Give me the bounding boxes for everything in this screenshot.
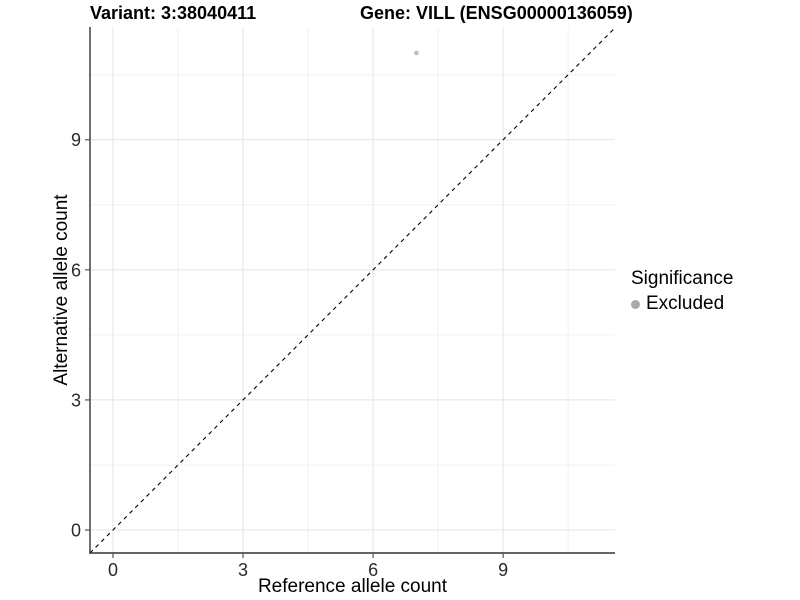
svg-text:9: 9 xyxy=(498,560,508,580)
svg-text:0: 0 xyxy=(108,560,118,580)
plot-title-gene: Gene: VILL (ENSG00000136059) xyxy=(360,3,633,23)
svg-text:9: 9 xyxy=(71,130,81,150)
svg-text:0: 0 xyxy=(71,521,81,541)
svg-text:3: 3 xyxy=(238,560,248,580)
svg-text:3: 3 xyxy=(71,390,81,410)
legend: Significance Excluded xyxy=(631,268,733,315)
legend-item-label: Excluded xyxy=(646,293,725,314)
x-axis-label: Reference allele count xyxy=(257,576,448,597)
plot-title-variant: Variant: 3:38040411 xyxy=(90,3,257,23)
svg-text:6: 6 xyxy=(368,560,378,580)
svg-text:6: 6 xyxy=(71,260,81,280)
excluded-point-icon xyxy=(631,299,640,309)
legend-item-excluded: Excluded xyxy=(631,293,733,315)
legend-title: Significance xyxy=(631,268,734,289)
